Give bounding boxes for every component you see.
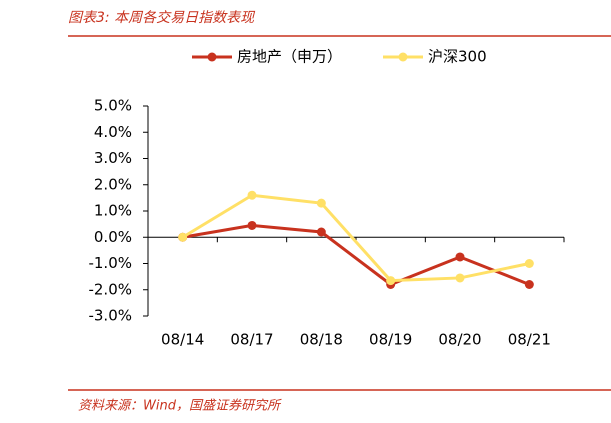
source-note: 资料来源：Wind，国盛证券研究所	[78, 398, 282, 414]
data-point	[455, 252, 465, 262]
chart-title: 图表3: 本周各交易日指数表现	[68, 10, 256, 26]
legend-label: 房地产（申万）	[237, 48, 342, 66]
x-tick-label: 08/14	[161, 331, 204, 349]
legend-marker	[398, 52, 408, 62]
x-tick-label: 08/21	[508, 331, 551, 349]
data-point	[524, 280, 534, 289]
data-point	[455, 273, 465, 283]
y-tick-label: -1.0%	[88, 254, 132, 272]
y-tick-label: -2.0%	[88, 280, 132, 298]
legend-label: 沪深300	[428, 48, 487, 66]
series-line	[182, 223, 530, 287]
y-tick-label: 0.0%	[94, 228, 132, 246]
data-point	[178, 232, 188, 242]
legend-marker	[207, 52, 217, 62]
y-tick-label: 3.0%	[94, 149, 132, 167]
data-point	[316, 198, 326, 208]
data-point	[386, 276, 396, 286]
y-tick-label: 4.0%	[94, 123, 132, 141]
y-tick-label: 5.0%	[94, 97, 132, 115]
data-point	[247, 220, 257, 230]
y-tick-label: 1.0%	[94, 202, 132, 220]
data-point	[524, 259, 534, 268]
x-tick-label: 08/17	[230, 331, 273, 349]
data-point	[316, 227, 326, 237]
x-tick-label: 08/18	[300, 331, 343, 349]
y-tick-label: 2.0%	[94, 175, 132, 193]
x-tick-label: 08/19	[369, 331, 412, 349]
data-point	[247, 190, 257, 200]
y-tick-label: -3.0%	[88, 307, 132, 325]
series-line	[181, 193, 530, 283]
x-tick-label: 08/20	[438, 331, 481, 349]
